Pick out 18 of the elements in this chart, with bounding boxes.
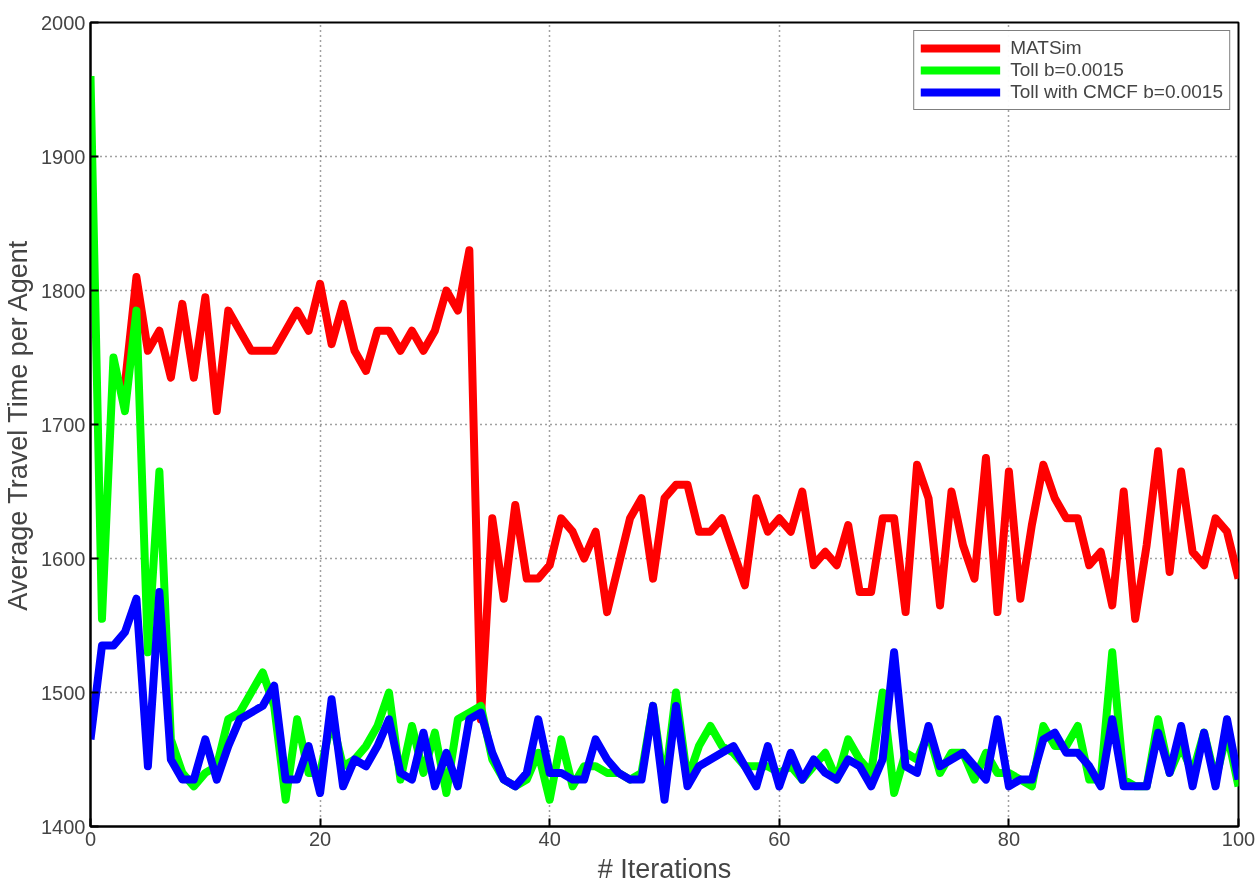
- y-tick-label: 1700: [41, 413, 86, 436]
- y-axis-title: Average Travel Time per Agent: [3, 240, 34, 611]
- y-tick-label: 1800: [41, 279, 86, 302]
- y-tick-label: 1600: [41, 547, 86, 570]
- legend-label: MATSim: [1010, 37, 1082, 59]
- y-tick-label: 1500: [41, 681, 86, 704]
- x-tick-label: 0: [84, 827, 97, 850]
- y-tick-label: 2000: [41, 11, 86, 34]
- legend-label: Toll with CMCF b=0.0015: [1010, 81, 1223, 103]
- x-axis-title: # Iterations: [597, 853, 732, 884]
- x-tick-label: 80: [997, 827, 1021, 850]
- x-tick-label: 100: [1221, 827, 1256, 850]
- x-tick-label: 40: [538, 827, 561, 850]
- y-tick-label: 1400: [41, 815, 86, 838]
- legend-label: Toll b=0.0015: [1010, 59, 1124, 81]
- x-tick-label: 20: [308, 827, 332, 850]
- y-tick-label: 1900: [41, 145, 86, 168]
- x-tick-label: 60: [768, 827, 791, 850]
